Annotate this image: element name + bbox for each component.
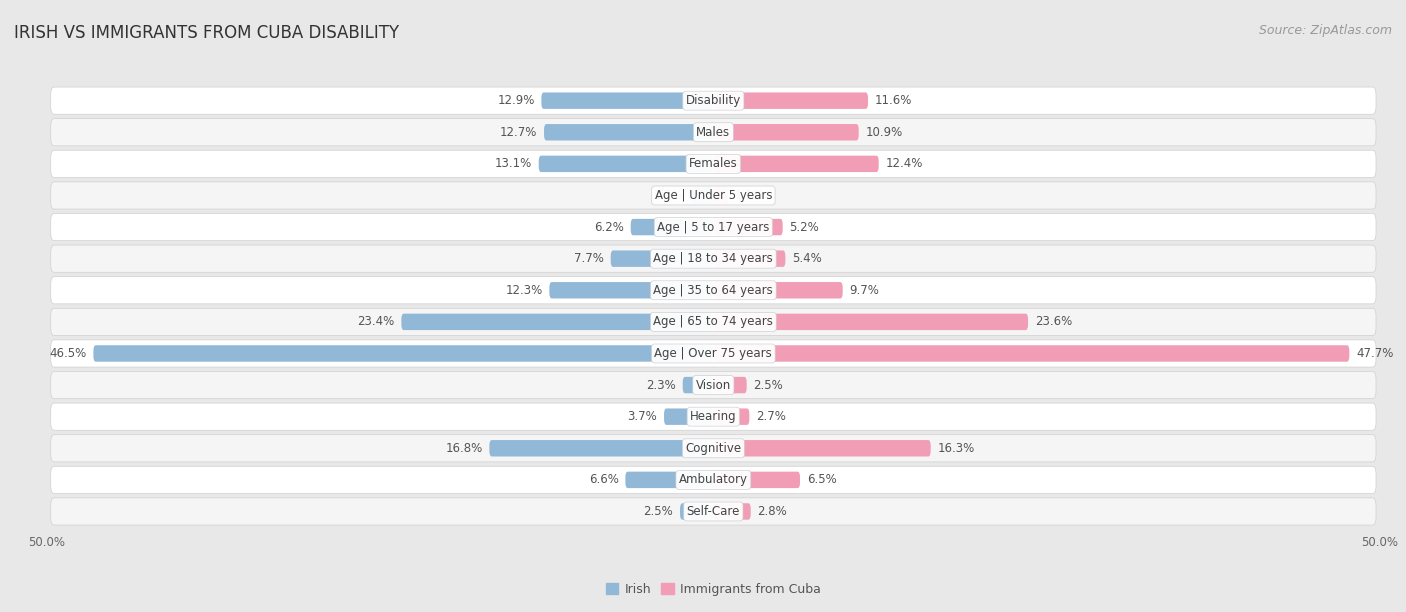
FancyBboxPatch shape bbox=[51, 308, 1376, 335]
FancyBboxPatch shape bbox=[713, 282, 842, 299]
FancyBboxPatch shape bbox=[713, 440, 931, 457]
Text: Ambulatory: Ambulatory bbox=[679, 473, 748, 487]
Text: Vision: Vision bbox=[696, 379, 731, 392]
Text: Source: ZipAtlas.com: Source: ZipAtlas.com bbox=[1258, 24, 1392, 37]
FancyBboxPatch shape bbox=[550, 282, 713, 299]
Text: IRISH VS IMMIGRANTS FROM CUBA DISABILITY: IRISH VS IMMIGRANTS FROM CUBA DISABILITY bbox=[14, 24, 399, 42]
Text: Disability: Disability bbox=[686, 94, 741, 107]
Text: 12.7%: 12.7% bbox=[501, 125, 537, 139]
FancyBboxPatch shape bbox=[51, 435, 1376, 462]
Text: 12.9%: 12.9% bbox=[498, 94, 534, 107]
Text: Age | Over 75 years: Age | Over 75 years bbox=[654, 347, 772, 360]
FancyBboxPatch shape bbox=[713, 377, 747, 394]
FancyBboxPatch shape bbox=[713, 503, 751, 520]
FancyBboxPatch shape bbox=[610, 250, 713, 267]
FancyBboxPatch shape bbox=[51, 277, 1376, 304]
FancyBboxPatch shape bbox=[713, 187, 728, 204]
Text: 5.2%: 5.2% bbox=[789, 220, 820, 234]
FancyBboxPatch shape bbox=[51, 245, 1376, 272]
FancyBboxPatch shape bbox=[626, 472, 713, 488]
Text: 6.6%: 6.6% bbox=[589, 473, 619, 487]
Text: Age | 5 to 17 years: Age | 5 to 17 years bbox=[657, 220, 769, 234]
Text: 6.5%: 6.5% bbox=[807, 473, 837, 487]
Text: 11.6%: 11.6% bbox=[875, 94, 912, 107]
FancyBboxPatch shape bbox=[93, 345, 713, 362]
FancyBboxPatch shape bbox=[690, 187, 713, 204]
Text: 13.1%: 13.1% bbox=[495, 157, 531, 170]
Text: Age | 35 to 64 years: Age | 35 to 64 years bbox=[654, 284, 773, 297]
Text: 16.8%: 16.8% bbox=[446, 442, 482, 455]
Text: 2.5%: 2.5% bbox=[644, 505, 673, 518]
Text: 2.7%: 2.7% bbox=[756, 410, 786, 423]
Text: 2.3%: 2.3% bbox=[647, 379, 676, 392]
Text: Hearing: Hearing bbox=[690, 410, 737, 423]
Text: 9.7%: 9.7% bbox=[849, 284, 879, 297]
Text: 1.7%: 1.7% bbox=[654, 189, 685, 202]
Text: 23.6%: 23.6% bbox=[1035, 315, 1071, 329]
Text: Males: Males bbox=[696, 125, 731, 139]
FancyBboxPatch shape bbox=[51, 498, 1376, 525]
Text: 23.4%: 23.4% bbox=[357, 315, 395, 329]
FancyBboxPatch shape bbox=[51, 214, 1376, 241]
FancyBboxPatch shape bbox=[51, 466, 1376, 493]
FancyBboxPatch shape bbox=[713, 472, 800, 488]
Text: 7.7%: 7.7% bbox=[574, 252, 605, 265]
FancyBboxPatch shape bbox=[664, 408, 713, 425]
FancyBboxPatch shape bbox=[544, 124, 713, 141]
FancyBboxPatch shape bbox=[51, 371, 1376, 398]
Text: 6.2%: 6.2% bbox=[595, 220, 624, 234]
FancyBboxPatch shape bbox=[541, 92, 713, 109]
FancyBboxPatch shape bbox=[681, 503, 713, 520]
FancyBboxPatch shape bbox=[713, 250, 786, 267]
FancyBboxPatch shape bbox=[713, 345, 1350, 362]
Text: Self-Care: Self-Care bbox=[686, 505, 740, 518]
Text: 12.4%: 12.4% bbox=[886, 157, 922, 170]
FancyBboxPatch shape bbox=[713, 408, 749, 425]
Text: Age | Under 5 years: Age | Under 5 years bbox=[655, 189, 772, 202]
Text: Age | 18 to 34 years: Age | 18 to 34 years bbox=[654, 252, 773, 265]
Text: 5.4%: 5.4% bbox=[792, 252, 821, 265]
Text: Age | 65 to 74 years: Age | 65 to 74 years bbox=[654, 315, 773, 329]
Text: Females: Females bbox=[689, 157, 738, 170]
Text: Cognitive: Cognitive bbox=[685, 442, 741, 455]
FancyBboxPatch shape bbox=[713, 155, 879, 172]
FancyBboxPatch shape bbox=[51, 151, 1376, 177]
FancyBboxPatch shape bbox=[713, 219, 783, 235]
FancyBboxPatch shape bbox=[713, 124, 859, 141]
Text: 3.7%: 3.7% bbox=[627, 410, 658, 423]
FancyBboxPatch shape bbox=[538, 155, 713, 172]
Text: 16.3%: 16.3% bbox=[938, 442, 974, 455]
Text: 47.7%: 47.7% bbox=[1355, 347, 1393, 360]
FancyBboxPatch shape bbox=[51, 340, 1376, 367]
FancyBboxPatch shape bbox=[51, 119, 1376, 146]
FancyBboxPatch shape bbox=[713, 314, 1028, 330]
FancyBboxPatch shape bbox=[401, 314, 713, 330]
FancyBboxPatch shape bbox=[489, 440, 713, 457]
FancyBboxPatch shape bbox=[51, 403, 1376, 430]
FancyBboxPatch shape bbox=[631, 219, 713, 235]
Text: 10.9%: 10.9% bbox=[865, 125, 903, 139]
Text: 12.3%: 12.3% bbox=[505, 284, 543, 297]
FancyBboxPatch shape bbox=[683, 377, 713, 394]
Text: 2.8%: 2.8% bbox=[758, 505, 787, 518]
Text: 2.5%: 2.5% bbox=[754, 379, 783, 392]
Legend: Irish, Immigrants from Cuba: Irish, Immigrants from Cuba bbox=[606, 583, 821, 596]
FancyBboxPatch shape bbox=[51, 182, 1376, 209]
Text: 46.5%: 46.5% bbox=[49, 347, 87, 360]
FancyBboxPatch shape bbox=[51, 87, 1376, 114]
FancyBboxPatch shape bbox=[713, 92, 868, 109]
Text: 1.1%: 1.1% bbox=[735, 189, 765, 202]
